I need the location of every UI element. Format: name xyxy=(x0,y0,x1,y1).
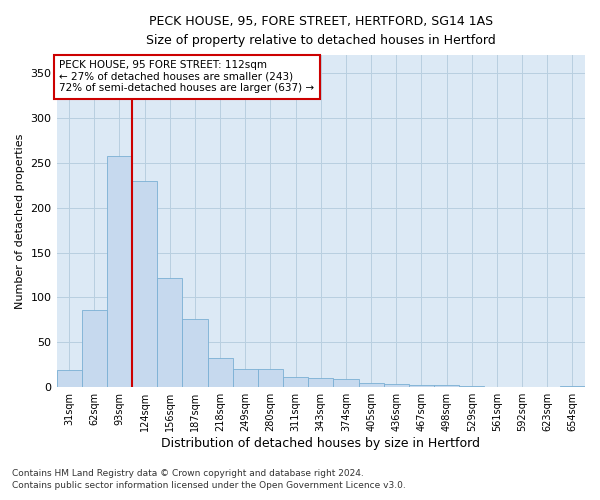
Bar xyxy=(359,382,383,387)
Bar xyxy=(409,384,434,387)
Bar xyxy=(157,278,182,387)
Bar xyxy=(434,386,459,387)
Bar xyxy=(82,310,107,387)
Bar xyxy=(107,156,132,387)
Bar xyxy=(56,370,82,387)
Bar xyxy=(132,181,157,387)
Text: PECK HOUSE, 95 FORE STREET: 112sqm
← 27% of detached houses are smaller (243)
72: PECK HOUSE, 95 FORE STREET: 112sqm ← 27%… xyxy=(59,60,314,94)
Bar xyxy=(560,386,585,387)
Bar xyxy=(383,384,409,387)
Bar xyxy=(208,358,233,387)
Text: Contains HM Land Registry data © Crown copyright and database right 2024.
Contai: Contains HM Land Registry data © Crown c… xyxy=(12,468,406,490)
Y-axis label: Number of detached properties: Number of detached properties xyxy=(15,134,25,309)
X-axis label: Distribution of detached houses by size in Hertford: Distribution of detached houses by size … xyxy=(161,437,480,450)
Title: PECK HOUSE, 95, FORE STREET, HERTFORD, SG14 1AS
Size of property relative to det: PECK HOUSE, 95, FORE STREET, HERTFORD, S… xyxy=(146,15,496,47)
Bar xyxy=(233,370,258,387)
Bar xyxy=(459,386,484,387)
Bar xyxy=(182,319,208,387)
Bar xyxy=(283,378,308,387)
Bar xyxy=(334,379,359,387)
Bar xyxy=(258,370,283,387)
Bar xyxy=(308,378,334,387)
